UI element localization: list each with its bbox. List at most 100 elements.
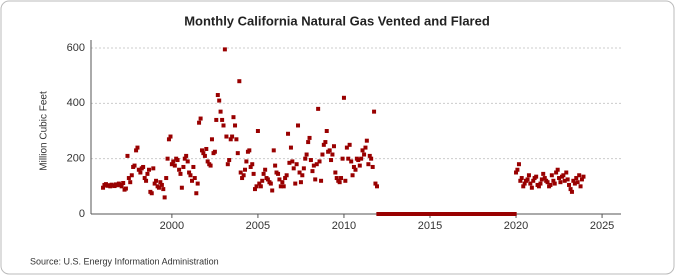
point — [528, 181, 533, 186]
point — [300, 173, 305, 178]
point — [231, 115, 236, 120]
point — [138, 170, 143, 175]
point — [514, 170, 519, 175]
point — [146, 167, 151, 172]
point — [158, 180, 163, 185]
x-tick-label: 2020 — [504, 220, 528, 232]
point — [344, 145, 349, 150]
point — [191, 164, 196, 169]
point — [184, 153, 189, 158]
point — [214, 117, 219, 122]
point — [287, 160, 292, 165]
point — [151, 166, 156, 171]
point — [340, 156, 345, 161]
point — [125, 153, 130, 158]
point — [209, 137, 214, 142]
point — [255, 129, 260, 133]
point — [244, 159, 249, 164]
point — [221, 123, 226, 128]
point — [538, 181, 543, 186]
point — [199, 148, 204, 153]
point — [121, 181, 126, 186]
point — [185, 159, 190, 164]
point — [304, 152, 309, 157]
y-tick-label: 600 — [67, 42, 85, 54]
point — [261, 171, 266, 176]
point — [202, 153, 207, 158]
point — [310, 169, 315, 174]
point — [367, 153, 372, 158]
point — [578, 184, 583, 189]
x-tick-label: 2010 — [332, 220, 356, 232]
point — [101, 185, 106, 190]
point — [273, 163, 278, 168]
point — [233, 123, 238, 128]
point — [250, 162, 255, 167]
point — [159, 182, 164, 187]
point — [217, 98, 222, 103]
point — [293, 181, 298, 186]
point — [557, 176, 562, 181]
point — [175, 158, 180, 163]
point — [278, 184, 283, 189]
point — [194, 191, 199, 196]
point — [359, 156, 364, 161]
point — [351, 164, 356, 169]
point — [224, 134, 229, 139]
point — [519, 176, 524, 181]
point — [531, 178, 536, 183]
point — [330, 152, 335, 157]
point — [283, 176, 288, 181]
point — [149, 191, 154, 196]
point — [145, 171, 150, 176]
point — [370, 164, 375, 169]
point — [321, 142, 326, 147]
point — [128, 180, 133, 185]
point — [290, 159, 295, 164]
point — [579, 177, 584, 182]
point — [541, 171, 546, 176]
point — [197, 120, 202, 125]
point — [129, 173, 134, 178]
point — [126, 176, 131, 181]
point — [313, 177, 318, 182]
point — [192, 176, 197, 181]
point — [536, 184, 541, 189]
point — [333, 170, 338, 175]
point — [369, 156, 374, 161]
point — [562, 178, 567, 183]
point — [357, 163, 362, 168]
point — [265, 177, 270, 182]
point — [518, 178, 523, 183]
point — [165, 156, 170, 161]
point — [307, 135, 312, 140]
point — [522, 181, 527, 186]
point — [311, 163, 316, 168]
y-tick-label: 400 — [67, 97, 85, 109]
point — [298, 180, 303, 185]
point — [135, 145, 140, 150]
point — [215, 93, 220, 98]
point — [331, 144, 336, 149]
point — [374, 184, 379, 189]
point — [337, 180, 342, 185]
point — [323, 140, 328, 145]
point — [567, 182, 572, 187]
point — [346, 156, 351, 161]
x-tick-label: 2000 — [160, 220, 184, 232]
point — [575, 180, 580, 185]
point — [363, 145, 368, 150]
point — [327, 148, 332, 153]
point — [545, 180, 550, 185]
point — [525, 177, 530, 182]
point — [306, 140, 311, 145]
point — [247, 148, 252, 153]
point — [258, 184, 263, 189]
point — [552, 181, 557, 186]
point — [218, 109, 223, 114]
point — [372, 109, 377, 114]
point — [571, 178, 576, 183]
point — [208, 163, 213, 168]
point — [171, 159, 176, 164]
